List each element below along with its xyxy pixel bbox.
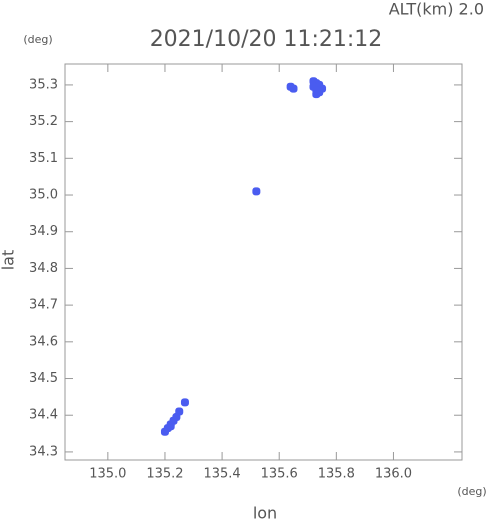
- data-point: [252, 187, 261, 196]
- y-tick-label: 34.5: [29, 371, 58, 386]
- x-tick-label: 135.2: [146, 467, 183, 482]
- data-point: [289, 84, 298, 93]
- data-point: [180, 398, 189, 407]
- y-tick-label: 35.3: [29, 77, 58, 92]
- y-tick-label: 34.3: [29, 444, 58, 459]
- y-tick-label: 34.4: [29, 408, 58, 423]
- y-tick-label: 34.7: [29, 298, 58, 313]
- y-tick-label: 34.6: [29, 334, 58, 349]
- y-tick-label: 34.9: [29, 224, 58, 239]
- chart-title: 2021/10/20 11:21:12: [150, 27, 383, 52]
- chart-subtitle: ALT(km) 2.0: [389, 0, 484, 19]
- y-tick-label: 34.8: [29, 261, 58, 276]
- x-tick-label: 135.8: [318, 467, 355, 482]
- data-point: [166, 422, 175, 431]
- x-tick-label: 135.0: [89, 467, 126, 482]
- x-tick-label: 135.6: [261, 467, 298, 482]
- x-tick-label: 135.4: [203, 467, 240, 482]
- data-point: [312, 90, 321, 99]
- x-label: lon: [253, 504, 277, 522]
- plot-frame: [64, 63, 463, 461]
- y-tick-label: 35.1: [29, 151, 58, 166]
- y-tick-label: 35.0: [29, 188, 58, 203]
- data-point: [175, 407, 184, 416]
- x-unit: (deg): [457, 485, 486, 498]
- y-unit: (deg): [23, 33, 52, 46]
- y-tick-label: 35.2: [29, 114, 58, 129]
- x-tick-label: 136.0: [375, 467, 412, 482]
- y-label: lat: [0, 250, 18, 271]
